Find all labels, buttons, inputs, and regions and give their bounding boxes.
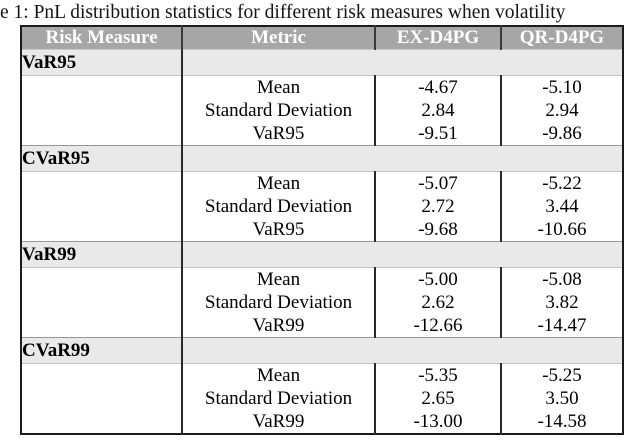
metric-cell: Standard Deviation	[182, 195, 376, 218]
ex-d4pg-value: -5.35	[375, 363, 502, 387]
row-stub	[21, 171, 183, 195]
section-label: CVaR95	[21, 145, 183, 172]
section-row: CVaR99	[21, 337, 623, 364]
metric-cell: Mean	[182, 267, 376, 291]
ex-d4pg-value: -9.68	[375, 218, 502, 242]
ex-d4pg-value: 2.72	[375, 195, 502, 218]
pnl-statistics-table: Risk Measure Metric EX-D4PG QR-D4PG VaR95 Me…	[20, 25, 624, 435]
ex-d4pg-value: -4.67	[375, 75, 502, 99]
ex-d4pg-value: 2.84	[375, 99, 502, 122]
row-stub	[21, 75, 183, 99]
ex-d4pg-value: 2.62	[375, 291, 502, 314]
metric-cell: Standard Deviation	[182, 387, 376, 410]
table-row: VaR99 -13.00 -14.58	[21, 410, 623, 434]
ex-d4pg-value: 2.65	[375, 387, 502, 410]
row-stub	[21, 195, 183, 218]
row-stub	[21, 410, 183, 434]
row-stub	[21, 99, 183, 122]
qr-d4pg-value: -5.22	[501, 171, 623, 195]
table-row: VaR99 -12.66 -14.47	[21, 314, 623, 338]
metric-cell: Mean	[182, 363, 376, 387]
metric-cell: Standard Deviation	[182, 99, 376, 122]
table-row: Standard Deviation 2.84 2.94	[21, 99, 623, 122]
section-row-filler	[182, 337, 623, 364]
qr-d4pg-value: -9.86	[501, 122, 623, 146]
column-header-metric: Metric	[182, 26, 376, 50]
table-row: Mean -5.35 -5.25	[21, 363, 623, 387]
ex-d4pg-value: -5.00	[375, 267, 502, 291]
section-row: VaR99	[21, 241, 623, 268]
table-caption: e 1: PnL distribution statistics for dif…	[0, 2, 566, 23]
table-row: Mean -5.00 -5.08	[21, 267, 623, 291]
row-stub	[21, 363, 183, 387]
table-row: Standard Deviation 2.62 3.82	[21, 291, 623, 314]
section-row-filler	[182, 49, 623, 76]
section-row-filler	[182, 145, 623, 172]
qr-d4pg-value: 2.94	[501, 99, 623, 122]
metric-cell: VaR95	[182, 218, 376, 242]
section-row-filler	[182, 241, 623, 268]
section-label: VaR99	[21, 241, 183, 268]
table-row: VaR95 -9.51 -9.86	[21, 122, 623, 146]
section-label: CVaR99	[21, 337, 183, 364]
metric-cell: Mean	[182, 75, 376, 99]
table-row: Standard Deviation 2.72 3.44	[21, 195, 623, 218]
qr-d4pg-value: -14.47	[501, 314, 623, 338]
column-header-ex-d4pg: EX-D4PG	[375, 26, 502, 50]
table-row: Mean -5.07 -5.22	[21, 171, 623, 195]
ex-d4pg-value: -13.00	[375, 410, 502, 434]
qr-d4pg-value: 3.50	[501, 387, 623, 410]
section-label: VaR95	[21, 49, 183, 76]
row-stub	[21, 122, 183, 146]
qr-d4pg-value: -5.25	[501, 363, 623, 387]
metric-cell: Standard Deviation	[182, 291, 376, 314]
ex-d4pg-value: -9.51	[375, 122, 502, 146]
row-stub	[21, 314, 183, 338]
qr-d4pg-value: -14.58	[501, 410, 623, 434]
table-row: Standard Deviation 2.65 3.50	[21, 387, 623, 410]
table-header-row: Risk Measure Metric EX-D4PG QR-D4PG	[21, 26, 623, 50]
qr-d4pg-value: -10.66	[501, 218, 623, 242]
qr-d4pg-value: -5.08	[501, 267, 623, 291]
column-header-risk-measure: Risk Measure	[21, 26, 183, 50]
qr-d4pg-value: -5.10	[501, 75, 623, 99]
metric-cell: VaR99	[182, 410, 376, 434]
table-row: VaR95 -9.68 -10.66	[21, 218, 623, 242]
metric-cell: Mean	[182, 171, 376, 195]
qr-d4pg-value: 3.44	[501, 195, 623, 218]
row-stub	[21, 218, 183, 242]
row-stub	[21, 291, 183, 314]
row-stub	[21, 267, 183, 291]
metric-cell: VaR95	[182, 122, 376, 146]
ex-d4pg-value: -5.07	[375, 171, 502, 195]
metric-cell: VaR99	[182, 314, 376, 338]
section-row: VaR95	[21, 49, 623, 76]
ex-d4pg-value: -12.66	[375, 314, 502, 338]
section-row: CVaR95	[21, 145, 623, 172]
qr-d4pg-value: 3.82	[501, 291, 623, 314]
table-container: Risk Measure Metric EX-D4PG QR-D4PG VaR95 Me…	[20, 25, 624, 435]
table-body: VaR95 Mean -4.67 -5.10 Standard Deviation 2.8…	[21, 49, 623, 434]
column-header-qr-d4pg: QR-D4PG	[501, 26, 623, 50]
row-stub	[21, 387, 183, 410]
table-row: Mean -4.67 -5.10	[21, 75, 623, 99]
